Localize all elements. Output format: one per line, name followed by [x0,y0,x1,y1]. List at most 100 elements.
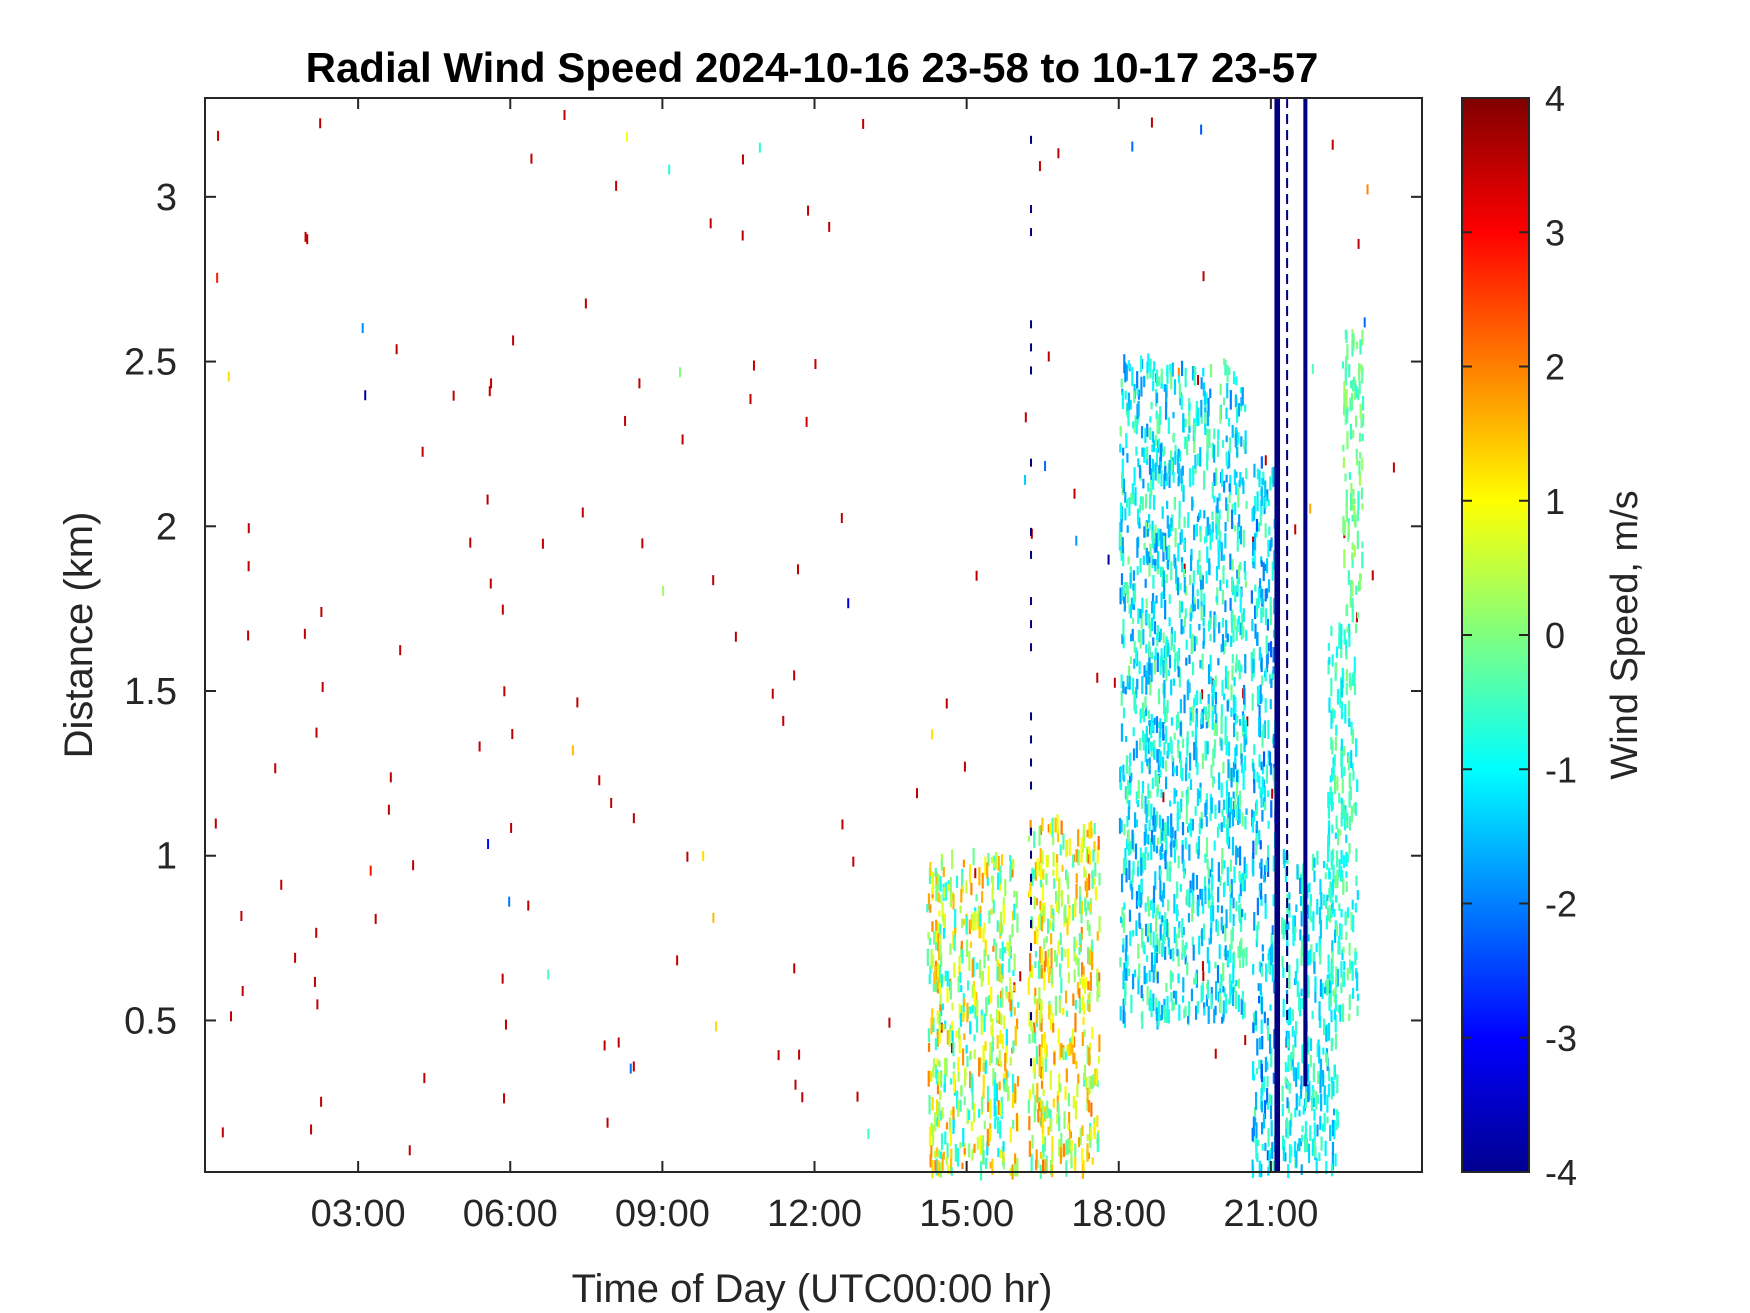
wind-speed-cell [1082,1017,1085,1025]
wind-speed-cell [1120,723,1124,742]
wind-speed-cell [1358,471,1362,486]
wind-speed-cell [1260,556,1263,564]
wind-speed-cell [1326,1053,1329,1067]
wind-speed-cell [1281,917,1284,935]
wind-speed-cell [961,948,964,964]
wind-speed-cell [1074,902,1077,918]
wind-speed-cell [1292,915,1295,933]
wind-speed-cell [1229,905,1232,923]
wind-speed-cell [1163,579,1166,600]
wind-speed-cell [1153,361,1156,372]
wind-speed-cell [1164,760,1168,772]
wind-speed-cell [1158,1001,1161,1017]
wind-speed-cell [1150,829,1154,845]
wind-speed-cell [952,1119,955,1134]
wind-speed-cell [1133,969,1137,978]
wind-speed-cell [1012,1040,1015,1053]
wind-speed-cell [1255,1141,1258,1159]
wind-speed-cell [1001,963,1004,975]
wind-speed-cell [1236,715,1239,723]
wind-speed-cell [1228,494,1231,504]
wind-speed-cell [982,1044,985,1063]
wind-speed-cell [1176,881,1179,899]
y-axis: 0.511.522.53 [124,177,1422,1042]
wind-speed-cell [1128,497,1131,516]
wind-speed-cell [1335,966,1338,985]
wind-speed-cell [1127,968,1131,977]
wind-speed-cell [998,1011,1001,1025]
wind-speed-cell [1152,637,1155,646]
wind-speed-cell [1072,1052,1075,1065]
wind-speed-cell [1301,1134,1304,1143]
wind-speed-cell [1346,907,1349,919]
wind-speed-cell [1334,1014,1337,1033]
wind-speed-cell [1146,896,1150,908]
wind-speed-cell [1341,949,1344,961]
wind-speed-cell [978,867,981,886]
noise-speck [489,578,492,589]
wind-speed-cell [1036,1159,1039,1168]
wind-speed-cell [987,1137,991,1146]
wind-speed-cell [1235,744,1238,756]
wind-speed-cell [929,861,932,877]
y-tick-label: 2 [156,506,177,548]
wind-speed-cell [1361,551,1364,569]
wind-speed-cell [938,1101,941,1116]
wind-speed-cell [1187,512,1190,528]
wind-speed-cell [1160,1004,1164,1020]
wind-speed-cell [1195,636,1198,646]
wind-speed-cell [1082,830,1085,848]
wind-speed-cell [1160,789,1163,798]
wind-speed-cell [1054,995,1057,1016]
wind-speed-cell [1146,852,1150,861]
wind-speed-cell [1343,766,1346,776]
wind-speed-cell [930,1017,933,1035]
wind-speed-cell [1272,550,1276,570]
wind-speed-cell [1177,744,1180,758]
wind-speed-cell [1128,909,1132,922]
wind-speed-cell [1166,642,1170,657]
wind-speed-cell [1270,1095,1273,1106]
wind-speed-cell [950,1109,953,1116]
wind-speed-cell [1144,847,1147,854]
wind-speed-cell [1145,804,1148,823]
wind-speed-cell [1269,1105,1273,1120]
wind-speed-cell [1132,421,1135,429]
wind-speed-cell [1094,862,1097,877]
wind-speed-cell [1347,700,1351,717]
wind-speed-cell [956,1147,960,1167]
wind-speed-cell [1239,471,1242,485]
wind-speed-cell [1298,992,1301,1011]
wind-speed-cell [1154,871,1157,890]
wind-speed-cell [1327,642,1330,651]
noise-speck [304,231,307,242]
noise-speck [221,1127,224,1138]
wind-speed-cell [1173,379,1177,395]
wind-speed-cell [1345,871,1348,878]
wind-speed-cell [1180,529,1183,543]
wind-speed-cell [1180,468,1183,484]
wind-speed-cell [954,1143,957,1162]
wind-speed-cell [1217,658,1220,666]
wind-speed-cell [1301,998,1304,1009]
wind-speed-cell [1184,608,1187,619]
noise-speck [216,272,219,283]
wind-speed-cell [1308,882,1311,893]
wind-speed-cell [936,1010,939,1024]
wind-speed-cell [1338,792,1341,804]
wind-speed-cell [1263,720,1267,739]
wind-speed-cell [1041,1068,1045,1080]
wind-speed-cell [1145,644,1148,654]
wind-speed-cell [1184,837,1187,850]
wind-speed-cell [1333,1120,1336,1140]
wind-speed-cell [1042,1111,1046,1119]
saturated-band [1303,98,1308,1087]
wind-speed-cell [1245,500,1248,509]
wind-speed-cell [1306,884,1309,899]
wind-speed-cell [1349,595,1352,608]
wind-speed-cell [1254,623,1257,639]
colorbar-tick-label: -1 [1545,749,1577,790]
wind-speed-cell [1207,711,1210,728]
y-tick-label: 1.5 [124,671,177,713]
wind-speed-cell [1000,1013,1003,1026]
